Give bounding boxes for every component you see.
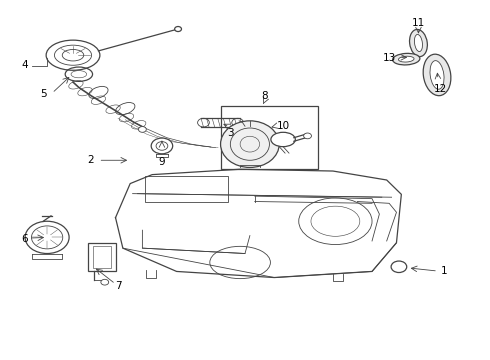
Circle shape (151, 138, 172, 154)
Text: 8: 8 (261, 91, 268, 101)
Text: 3: 3 (227, 128, 234, 138)
Circle shape (101, 279, 109, 285)
Text: 12: 12 (434, 84, 447, 94)
Circle shape (174, 27, 181, 32)
Ellipse shape (220, 121, 279, 167)
Ellipse shape (430, 60, 444, 89)
Text: 4: 4 (21, 60, 27, 70)
Ellipse shape (415, 35, 422, 51)
Text: 13: 13 (383, 53, 396, 63)
Text: 6: 6 (21, 234, 27, 244)
Circle shape (304, 133, 312, 139)
Text: 9: 9 (159, 157, 165, 167)
Text: 11: 11 (412, 18, 425, 28)
Bar (220, 107, 318, 169)
Text: 10: 10 (277, 121, 290, 131)
Ellipse shape (410, 30, 427, 57)
Circle shape (391, 261, 407, 273)
Ellipse shape (423, 54, 451, 96)
Ellipse shape (46, 40, 100, 70)
Bar (88, 243, 116, 271)
Ellipse shape (398, 56, 414, 62)
Text: 7: 7 (116, 281, 122, 291)
Circle shape (139, 127, 147, 132)
Bar (145, 176, 228, 202)
Text: 2: 2 (87, 155, 94, 165)
Circle shape (25, 221, 69, 253)
Bar (93, 246, 111, 268)
Text: 1: 1 (441, 266, 447, 276)
Text: 5: 5 (41, 89, 47, 99)
Ellipse shape (392, 53, 420, 65)
Ellipse shape (271, 132, 295, 147)
